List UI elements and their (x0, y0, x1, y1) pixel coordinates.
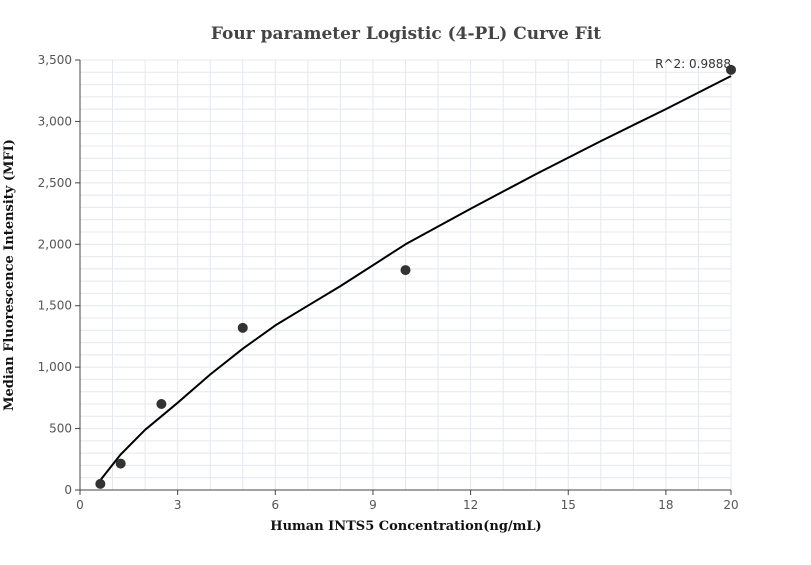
x-tick-label: 3 (174, 498, 182, 512)
data-point (95, 478, 106, 489)
y-tick-label: 2,500 (38, 176, 72, 190)
x-axis-title: Human INTS5 Concentration(ng/mL) (270, 519, 541, 534)
series-layer (95, 64, 736, 489)
x-tick-label: 12 (463, 498, 478, 512)
data-point (115, 458, 126, 469)
x-tick-label: 6 (271, 498, 279, 512)
data-point (156, 399, 167, 409)
y-tick-label: 3,500 (38, 53, 72, 67)
y-tick-label: 0 (64, 483, 72, 497)
axis-layer: 0 3 6 9 12 15 18 20 0 500 1,000 1,500 2,000 2,500 3,00… (38, 53, 739, 512)
y-tick-label: 3,000 (38, 114, 72, 128)
x-tick-label: 9 (369, 498, 377, 512)
data-point (726, 64, 736, 75)
x-tick-label: 0 (76, 498, 84, 512)
x-tick-label: 20 (723, 498, 738, 512)
y-tick-label: 1,000 (38, 360, 72, 374)
data-point (400, 265, 411, 276)
grid-layer (79, 59, 732, 491)
y-tick-label: 1,500 (38, 299, 72, 313)
chart-title: Four parameter Logistic (4-PL) Curve Fit (211, 24, 601, 44)
data-point (237, 322, 248, 333)
y-axis-title: Median Fluorescence Intensity (MFI) (2, 139, 17, 411)
y-tick-label: 500 (49, 422, 72, 436)
x-tick-label: 18 (658, 498, 673, 512)
y-tick-label: 2,000 (38, 237, 72, 251)
x-tick-label: 15 (561, 498, 576, 512)
fit-curve-line (99, 75, 732, 481)
r-squared-annotation: R^2: 0.9888 (655, 57, 731, 71)
